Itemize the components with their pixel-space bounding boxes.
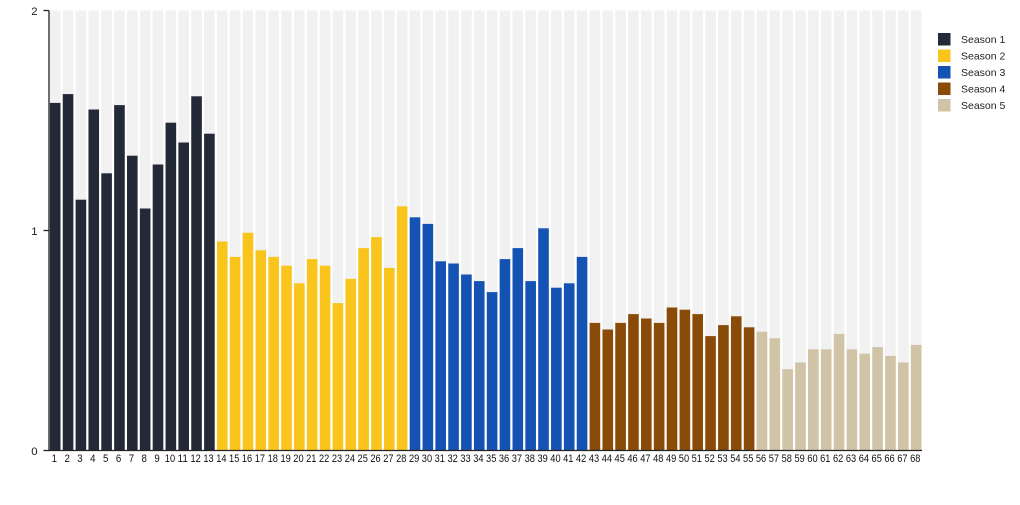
svg-text:61: 61 bbox=[820, 453, 830, 465]
svg-text:43: 43 bbox=[589, 453, 599, 465]
svg-text:Season 4: Season 4 bbox=[961, 84, 1006, 96]
svg-text:65: 65 bbox=[872, 453, 882, 465]
svg-text:54: 54 bbox=[730, 453, 740, 465]
svg-text:28: 28 bbox=[396, 453, 406, 465]
svg-text:11: 11 bbox=[178, 453, 188, 465]
svg-text:29: 29 bbox=[409, 453, 419, 465]
svg-text:3: 3 bbox=[77, 453, 82, 465]
svg-text:16: 16 bbox=[242, 453, 252, 465]
svg-text:Season 5: Season 5 bbox=[961, 100, 1006, 112]
svg-text:40: 40 bbox=[550, 453, 560, 465]
svg-text:51: 51 bbox=[692, 453, 702, 465]
svg-text:13: 13 bbox=[203, 453, 213, 465]
svg-text:9: 9 bbox=[154, 453, 159, 465]
svg-text:5: 5 bbox=[103, 453, 108, 465]
svg-text:39: 39 bbox=[537, 453, 547, 465]
svg-text:24: 24 bbox=[345, 453, 355, 465]
svg-text:0: 0 bbox=[31, 446, 37, 458]
svg-text:32: 32 bbox=[448, 453, 458, 465]
svg-text:15: 15 bbox=[229, 453, 239, 465]
svg-text:59: 59 bbox=[794, 453, 804, 465]
svg-text:17: 17 bbox=[255, 453, 265, 465]
svg-text:Season 1: Season 1 bbox=[961, 34, 1006, 46]
svg-text:57: 57 bbox=[769, 453, 779, 465]
svg-text:52: 52 bbox=[705, 453, 715, 465]
svg-text:7: 7 bbox=[129, 453, 134, 465]
svg-text:62: 62 bbox=[833, 453, 843, 465]
svg-text:58: 58 bbox=[782, 453, 792, 465]
svg-text:44: 44 bbox=[602, 453, 612, 465]
svg-text:2: 2 bbox=[64, 453, 69, 465]
svg-text:2: 2 bbox=[31, 6, 37, 18]
svg-text:Season 3: Season 3 bbox=[961, 67, 1006, 79]
svg-text:66: 66 bbox=[884, 453, 894, 465]
svg-text:35: 35 bbox=[486, 453, 496, 465]
svg-text:53: 53 bbox=[717, 453, 727, 465]
svg-text:12: 12 bbox=[191, 453, 201, 465]
svg-text:20: 20 bbox=[293, 453, 303, 465]
svg-text:22: 22 bbox=[319, 453, 329, 465]
svg-text:Season 2: Season 2 bbox=[961, 51, 1006, 63]
svg-text:67: 67 bbox=[897, 453, 907, 465]
svg-text:4: 4 bbox=[90, 453, 95, 465]
svg-text:25: 25 bbox=[358, 453, 368, 465]
svg-text:26: 26 bbox=[370, 453, 380, 465]
svg-text:14: 14 bbox=[216, 453, 226, 465]
svg-text:45: 45 bbox=[615, 453, 625, 465]
svg-text:68: 68 bbox=[910, 453, 920, 465]
svg-text:1: 1 bbox=[52, 453, 57, 465]
svg-text:36: 36 bbox=[499, 453, 509, 465]
svg-text:21: 21 bbox=[306, 453, 316, 465]
svg-text:8: 8 bbox=[142, 453, 147, 465]
svg-text:37: 37 bbox=[512, 453, 522, 465]
svg-text:56: 56 bbox=[756, 453, 766, 465]
svg-text:1: 1 bbox=[31, 226, 37, 238]
svg-text:34: 34 bbox=[473, 453, 483, 465]
svg-text:64: 64 bbox=[859, 453, 869, 465]
svg-text:19: 19 bbox=[280, 453, 290, 465]
svg-text:30: 30 bbox=[422, 453, 432, 465]
svg-text:27: 27 bbox=[383, 453, 393, 465]
svg-text:46: 46 bbox=[627, 453, 637, 465]
svg-text:42: 42 bbox=[576, 453, 586, 465]
svg-text:33: 33 bbox=[460, 453, 470, 465]
svg-text:63: 63 bbox=[846, 453, 856, 465]
svg-text:23: 23 bbox=[332, 453, 342, 465]
svg-text:10: 10 bbox=[165, 453, 175, 465]
svg-text:31: 31 bbox=[435, 453, 445, 465]
svg-text:49: 49 bbox=[666, 453, 676, 465]
svg-text:55: 55 bbox=[743, 453, 753, 465]
svg-text:50: 50 bbox=[679, 453, 689, 465]
svg-text:18: 18 bbox=[268, 453, 278, 465]
svg-text:38: 38 bbox=[525, 453, 535, 465]
svg-text:47: 47 bbox=[640, 453, 650, 465]
svg-text:48: 48 bbox=[653, 453, 663, 465]
svg-text:6: 6 bbox=[116, 453, 121, 465]
svg-text:41: 41 bbox=[563, 453, 573, 465]
svg-text:60: 60 bbox=[807, 453, 817, 465]
